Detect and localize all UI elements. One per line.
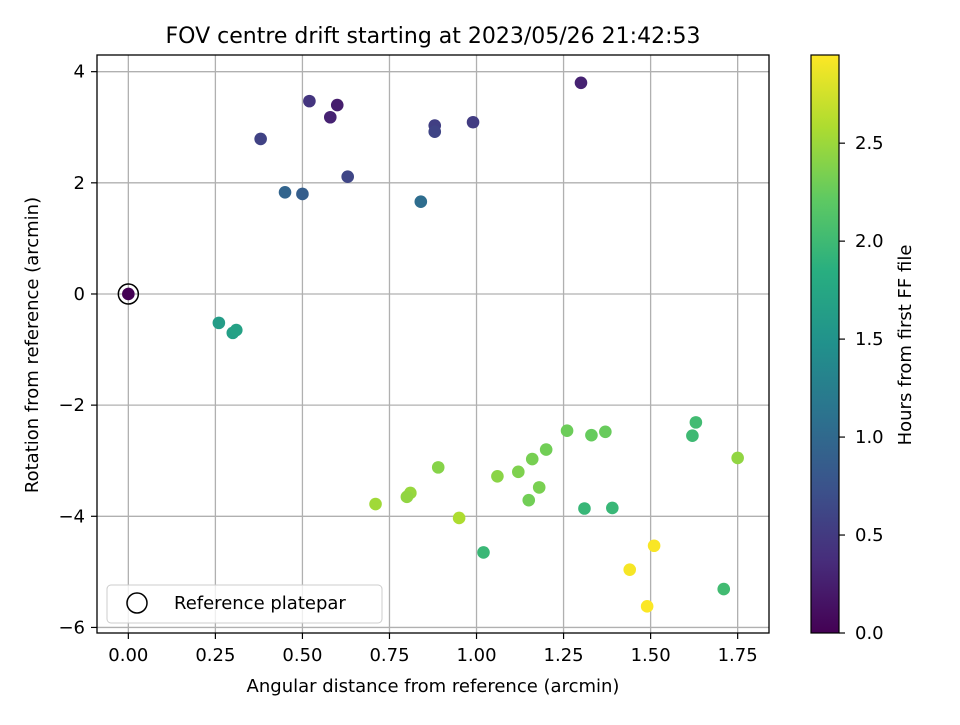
legend-label: Reference platepar — [174, 593, 346, 614]
data-point — [623, 563, 637, 576]
data-point — [647, 539, 661, 553]
data-point — [522, 493, 536, 507]
data-point — [585, 428, 598, 442]
chart-title: FOV centre drift starting at 2023/05/26 … — [166, 24, 701, 49]
data-point — [303, 94, 316, 108]
x-tick-label: 1.50 — [631, 645, 671, 666]
data-point — [452, 511, 466, 525]
data-point — [414, 195, 428, 209]
plot-frame — [96, 54, 770, 634]
data-point — [689, 416, 703, 429]
x-tick-label: 0.50 — [282, 645, 322, 666]
y-tick-label: 0 — [74, 284, 85, 305]
x-axis-ticks: 0.00 0.25 0.50 0.75 1.00 1.25 1.50 1.75 — [108, 633, 758, 666]
data-point — [512, 465, 525, 479]
colorbar-title: Hours from first FF file — [895, 245, 916, 446]
y-tick-label: 4 — [74, 62, 85, 83]
y-axis-ticks: −6 −4 −2 0 2 4 — [58, 62, 97, 638]
data-point — [539, 443, 553, 456]
data-point — [606, 501, 619, 515]
legend-box — [106, 584, 383, 624]
colorbar-tick-label: 1.5 — [855, 329, 884, 350]
y-tick-label: −4 — [58, 506, 85, 527]
x-tick-label: 1.25 — [544, 645, 584, 666]
data-point — [599, 425, 612, 439]
data-point — [731, 451, 744, 465]
colorbar-tick-label: 1.0 — [855, 427, 884, 448]
data-point — [254, 132, 267, 146]
colorbar-tick-label: 2.0 — [855, 231, 884, 252]
data-point — [122, 287, 135, 301]
data-point — [369, 497, 382, 511]
grid-lines — [97, 55, 769, 633]
data-point — [477, 546, 490, 559]
colorbar-gradient — [810, 54, 840, 634]
x-tick-label: 1.00 — [456, 645, 496, 666]
colorbar-tick-label: 2.5 — [855, 133, 884, 154]
data-point — [686, 429, 699, 443]
colorbar-tick-label: 0.0 — [855, 623, 884, 644]
data-point — [341, 170, 354, 184]
data-point — [574, 76, 588, 90]
data-point — [560, 424, 574, 438]
data-point — [466, 115, 480, 129]
y-tick-label: −2 — [58, 395, 85, 416]
data-point — [278, 185, 292, 199]
y-tick-label: −6 — [58, 617, 85, 638]
data-point — [431, 461, 445, 474]
x-axis-title: Angular distance from reference (arcmin) — [247, 676, 620, 697]
data-point — [229, 323, 243, 337]
data-point — [532, 481, 546, 494]
data-point — [296, 187, 309, 201]
data-point — [212, 316, 226, 330]
data-point — [525, 452, 539, 466]
reference-platepar-marker — [117, 283, 140, 305]
reference-marker-layer — [117, 283, 140, 305]
data-point — [640, 600, 654, 613]
data-point — [400, 490, 414, 504]
y-tick-label: 2 — [74, 173, 85, 194]
data-point — [323, 110, 337, 124]
x-tick-label: 0.25 — [195, 645, 235, 666]
x-tick-label: 1.75 — [718, 645, 758, 666]
colorbar: 0.0 0.5 1.0 1.5 2.0 2.5 Hours from first FF f… — [810, 54, 916, 644]
y-axis-title: Rotation from reference (arcmin) — [22, 197, 43, 493]
data-points — [122, 76, 744, 613]
data-point — [428, 125, 442, 138]
data-point — [330, 98, 344, 112]
x-tick-label: 0.00 — [108, 645, 148, 666]
data-point — [717, 582, 731, 596]
data-point — [491, 469, 504, 483]
data-point — [578, 502, 591, 515]
colorbar-tick-label: 0.5 — [855, 525, 884, 546]
x-tick-label: 0.75 — [369, 645, 409, 666]
legend-marker-icon — [126, 592, 148, 614]
colorbar-ticks: 0.0 0.5 1.0 1.5 2.0 2.5 — [839, 133, 884, 644]
legend: Reference platepar — [106, 584, 383, 624]
